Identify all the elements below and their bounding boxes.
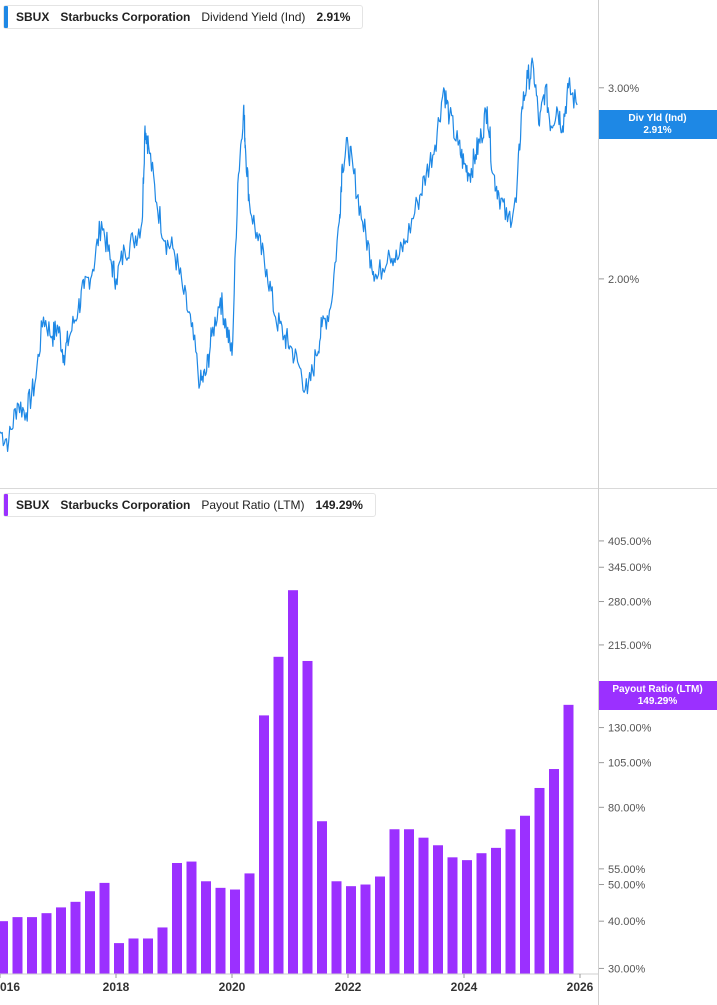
payout-ratio-bar: [302, 660, 313, 974]
legend-ticker: SBUX: [16, 498, 50, 512]
y-tick-label: 40.00%: [608, 916, 646, 928]
panel-divider[interactable]: [0, 488, 717, 489]
payout-ratio-bar: [317, 821, 327, 974]
y-tick-label: 105.00%: [608, 758, 652, 770]
payout-ratio-bar: [404, 829, 414, 974]
payout-ratio-bar: [128, 938, 139, 974]
legend-metric: Dividend Yield (Ind): [201, 10, 306, 24]
payout-ratio-bar: [360, 884, 371, 974]
series-color-swatch: [4, 494, 8, 516]
y-tick-label: 130.00%: [608, 723, 652, 735]
legend-company: Starbucks Corporation: [60, 10, 191, 24]
dividend-yield-line: [0, 57, 578, 452]
payout-ratio-bar: [215, 887, 226, 974]
price-axis-border: [598, 0, 599, 1005]
payout-ratio-bar: [244, 873, 255, 974]
payout-ratio-panel: 405.00% 345.00% 280.00% 215.00% 130.00% 105.0…: [0, 488, 717, 1005]
payout-ratio-bar: [56, 907, 66, 974]
tag-label: Div Yld (Ind): [628, 113, 687, 124]
payout-ratio-legend[interactable]: SBUX Starbucks Corporation Payout Ratio …: [3, 493, 376, 517]
payout-ratio-bar: [85, 891, 95, 974]
tag-value: 2.91%: [643, 125, 672, 136]
payout-ratio-bar: [172, 862, 182, 974]
payout-ratio-bar: [476, 853, 487, 974]
payout-ratio-bar: [447, 857, 458, 974]
dividend-yield-legend[interactable]: SBUX Starbucks Corporation Dividend Yiel…: [3, 5, 364, 29]
x-tick-label: 2024: [451, 980, 478, 994]
y-tick-label: 30.00%: [608, 963, 646, 975]
legend-value: 149.29%: [315, 498, 363, 512]
payout-ratio-bar: [143, 938, 153, 974]
payout-ratio-bar: [389, 829, 400, 974]
y-tick-label: 405.00%: [608, 536, 652, 548]
payout-ratio-bar: [505, 829, 516, 974]
payout-ratio-bar: [201, 881, 211, 974]
payout-ratio-bar: [12, 917, 23, 974]
y-tick-label: 345.00%: [608, 562, 652, 574]
dividend-yield-panel: 3.00% 2.00% SBUX Starbucks Corporation Di…: [0, 0, 717, 488]
dividend-yield-tag: Div Yld (Ind) 2.91%: [598, 110, 717, 139]
legend-value: 2.91%: [316, 10, 351, 24]
payout-ratio-bar: [230, 889, 240, 974]
payout-ratio-tag: Payout Ratio (LTM) 149.29%: [598, 681, 717, 710]
payout-ratio-bar: [563, 704, 574, 974]
payout-ratio-chart: 405.00% 345.00% 280.00% 215.00% 130.00% 105.0…: [0, 536, 652, 994]
payout-ratio-bar: [462, 860, 472, 974]
payout-ratio-bar: [157, 927, 168, 974]
legend-metric: Payout Ratio (LTM): [201, 498, 305, 512]
payout-ratio-bar: [70, 901, 81, 974]
payout-ratio-bar: [41, 913, 52, 974]
payout-ratio-bar: [375, 876, 385, 974]
x-tick-label: 2020: [219, 980, 246, 994]
payout-ratio-bar: [259, 715, 269, 974]
y-tick-label: 2.00%: [608, 274, 639, 286]
payout-ratio-bar: [114, 943, 124, 974]
payout-ratio-bar: [549, 769, 559, 974]
y-tick-label: 3.00%: [608, 83, 639, 95]
payout-ratio-bar: [418, 837, 429, 974]
payout-ratio-bar: [491, 847, 501, 974]
x-tick-label: 016: [0, 980, 20, 994]
dividend-yield-chart: 3.00% 2.00%: [0, 57, 639, 452]
payout-ratio-bar: [0, 921, 8, 974]
y-tick-label: 55.00%: [608, 864, 646, 876]
tag-label: Payout Ratio (LTM): [612, 684, 703, 695]
payout-ratio-bar: [27, 917, 37, 974]
x-tick-label: 2022: [335, 980, 362, 994]
payout-ratio-bar: [534, 787, 545, 974]
tag-value: 149.29%: [637, 696, 678, 707]
payout-ratio-bar: [331, 881, 342, 974]
payout-ratio-bar: [433, 845, 443, 974]
x-tick-label: 2018: [103, 980, 130, 994]
payout-ratio-bar: [99, 882, 110, 974]
y-tick-label: 50.00%: [608, 880, 646, 892]
series-color-swatch: [4, 6, 8, 28]
y-tick-label: 280.00%: [608, 597, 652, 609]
x-tick-label: 2026: [567, 980, 594, 994]
y-tick-label: 80.00%: [608, 802, 646, 814]
legend-company: Starbucks Corporation: [60, 498, 191, 512]
payout-ratio-bar: [520, 815, 530, 974]
payout-ratio-bar: [346, 886, 356, 974]
payout-ratio-bar: [273, 656, 284, 974]
payout-ratio-bar: [288, 590, 298, 974]
legend-ticker: SBUX: [16, 10, 50, 24]
payout-ratio-bar: [186, 861, 197, 974]
y-tick-label: 215.00%: [608, 640, 652, 652]
